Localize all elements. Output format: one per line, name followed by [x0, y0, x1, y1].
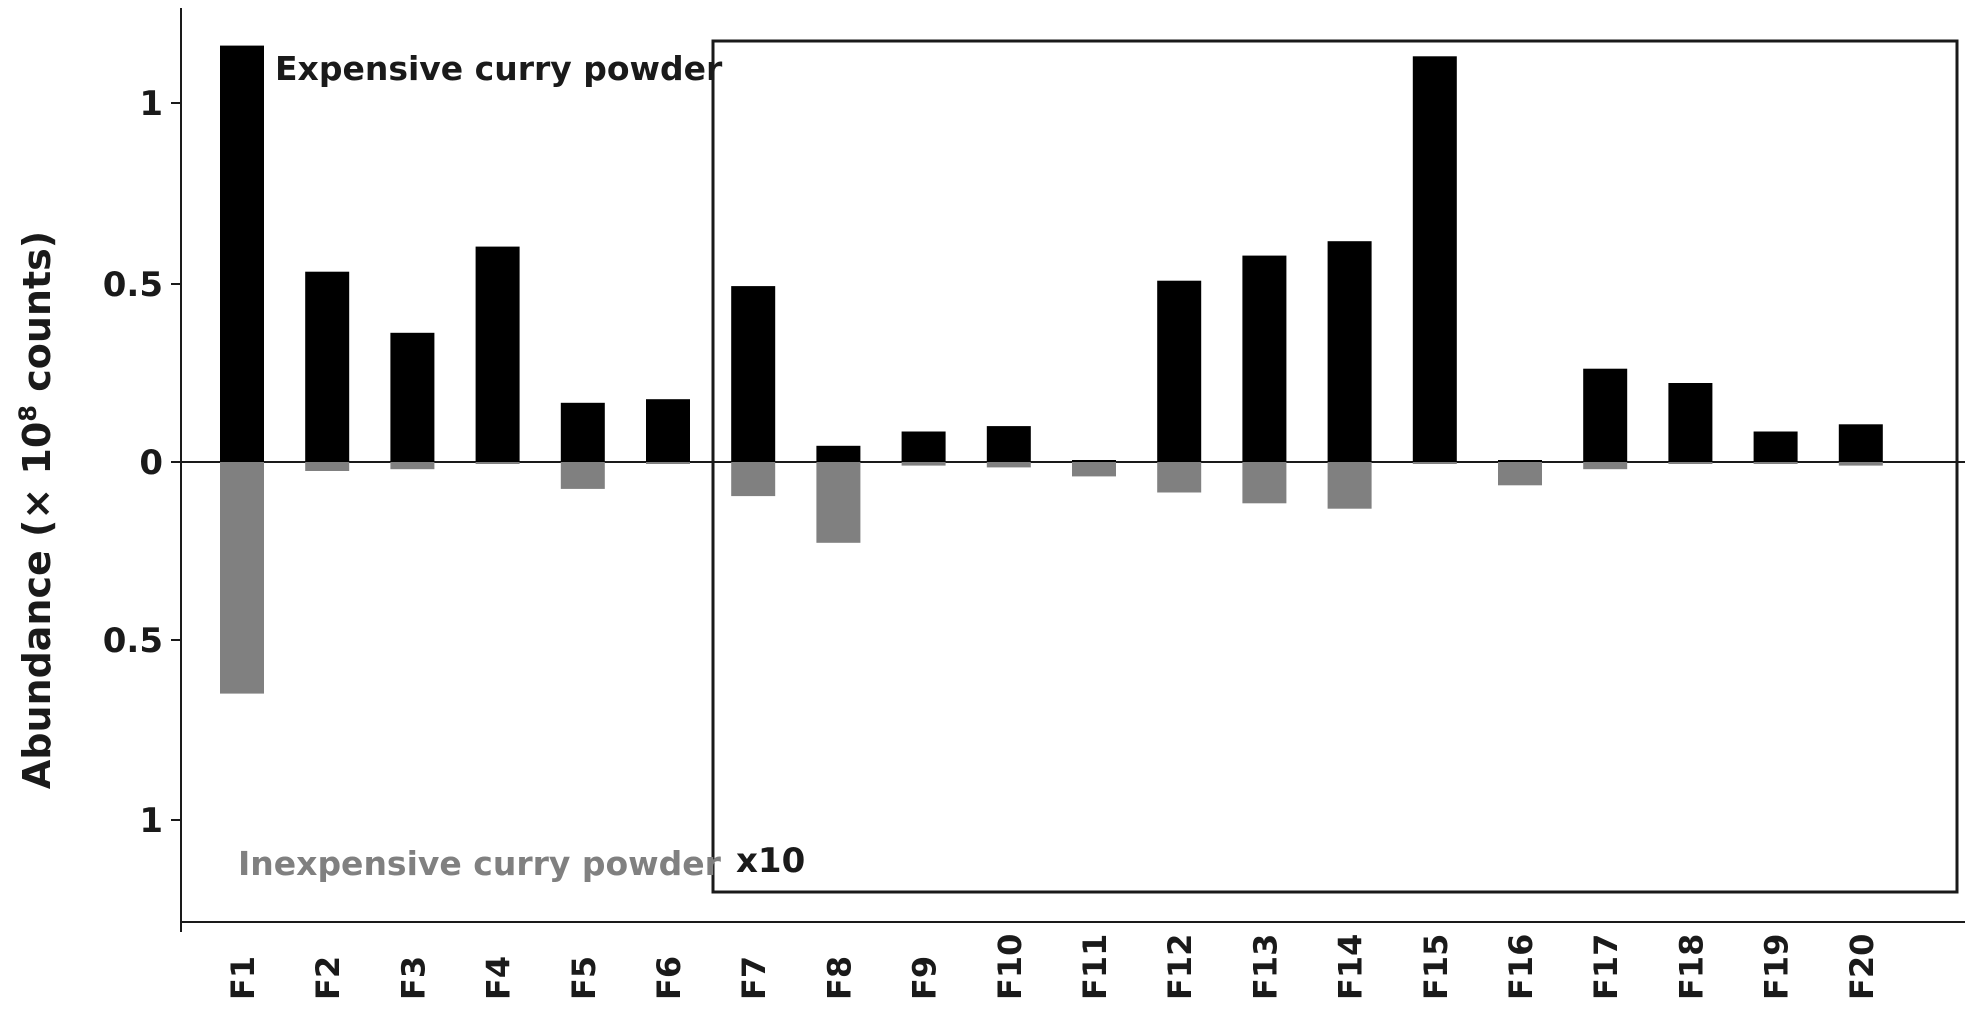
y-tick-label-neg-1: 1	[139, 801, 163, 841]
bar-inexpensive-F18	[1668, 462, 1713, 464]
bar-expensive-F19	[1753, 431, 1798, 462]
y-tick-label-1: 1	[139, 84, 163, 124]
bar-inexpensive-F10	[986, 462, 1031, 468]
x-tick-label-F16: F16	[1502, 934, 1540, 1000]
bar-inexpensive-F15	[1412, 462, 1457, 464]
bar-expensive-F17	[1583, 368, 1628, 462]
bar-expensive-F7	[731, 286, 776, 462]
bar-expensive-F6	[646, 399, 690, 462]
x-tick-label-F13: F13	[1246, 934, 1284, 1000]
bar-expensive-F12	[1157, 280, 1202, 462]
x-tick-labels: F1 F2 F3 F4 F5 F6 F7 F8 F9 F10 F11 F12 F13 F14 F15 F16 F…	[224, 934, 1881, 1000]
bar-inexpensive-F1	[220, 462, 264, 694]
y-tick-label-neg-0.5: 0.5	[103, 621, 163, 661]
bar-inexpensive-F3	[390, 462, 435, 470]
bar-expensive-F2	[305, 271, 350, 462]
x-tick-label-F9: F9	[906, 956, 944, 1000]
bar-expensive-F3	[390, 332, 435, 462]
bar-inexpensive-F2	[305, 462, 350, 471]
inset-scale-label: x10	[736, 841, 805, 881]
bar-inexpensive-F16	[1498, 462, 1542, 486]
bar-inexpensive-F7	[731, 462, 776, 497]
x-tick-label-F15: F15	[1417, 934, 1455, 1000]
bar-inexpensive-F14	[1327, 462, 1372, 509]
x-tick-label-F5: F5	[565, 956, 603, 1000]
x-tick-label-F17: F17	[1587, 934, 1625, 1000]
y-axis-title-tail: counts)	[15, 231, 59, 405]
bar-expensive-F5	[560, 402, 605, 462]
bar-expensive-F16	[1498, 460, 1542, 462]
x-tick-label-F3: F3	[394, 956, 432, 1000]
bar-inexpensive-F11	[1072, 462, 1116, 477]
series-label-expensive: Expensive curry powder	[275, 49, 723, 88]
bar-inexpensive-F17	[1583, 462, 1628, 470]
x-tick-label-F14: F14	[1332, 934, 1370, 1000]
bar-inexpensive-F6	[646, 462, 690, 464]
bar-expensive-F14	[1327, 241, 1372, 462]
x-tick-label-F8: F8	[820, 956, 858, 1000]
x-tick-label-F10: F10	[991, 934, 1029, 1000]
bar-inexpensive-F4	[475, 462, 520, 464]
bar-expensive-F1	[220, 45, 264, 462]
x-tick-label-F19: F19	[1758, 934, 1796, 1000]
bar-inexpensive-F19	[1753, 462, 1798, 464]
bar-expensive-F4	[475, 246, 520, 462]
bars-group	[220, 45, 1883, 694]
y-axis-title-exponent: 8	[14, 405, 42, 422]
y-tick-label-0: 0	[139, 443, 163, 483]
x-tick-label-F6: F6	[650, 956, 688, 1000]
bar-expensive-F20	[1838, 424, 1883, 462]
x-tick-label-F1: F1	[224, 956, 262, 1000]
inset-box	[711, 39, 1959, 894]
x-tick-label-F20: F20	[1843, 934, 1881, 1000]
series-label-inexpensive: Inexpensive curry powder	[238, 844, 722, 883]
y-tick-label-0.5: 0.5	[103, 265, 163, 305]
y-axis-title: Abundance (× 108 counts)	[14, 231, 59, 789]
bar-expensive-F10	[986, 426, 1031, 462]
x-tick-label-F2: F2	[309, 956, 347, 1000]
bar-expensive-F8	[816, 445, 861, 462]
bar-inexpensive-F8	[816, 462, 861, 543]
x-tick-label-F18: F18	[1672, 934, 1710, 1000]
x-tick-label-F11: F11	[1076, 934, 1114, 1000]
bar-inexpensive-F5	[560, 462, 605, 489]
x-tick-label-F12: F12	[1161, 934, 1199, 1000]
bar-expensive-F9	[901, 431, 946, 462]
bar-inexpensive-F12	[1157, 462, 1202, 493]
x-tick-label-F7: F7	[735, 956, 773, 1000]
bar-expensive-F11	[1072, 460, 1116, 462]
bar-expensive-F18	[1668, 383, 1713, 462]
bar-inexpensive-F20	[1838, 462, 1883, 466]
bar-expensive-F13	[1242, 255, 1287, 462]
bar-inexpensive-F9	[901, 462, 946, 466]
bar-expensive-F15	[1412, 56, 1457, 463]
bar-inexpensive-F13	[1242, 462, 1287, 504]
x-tick-label-F4: F4	[480, 956, 518, 1000]
